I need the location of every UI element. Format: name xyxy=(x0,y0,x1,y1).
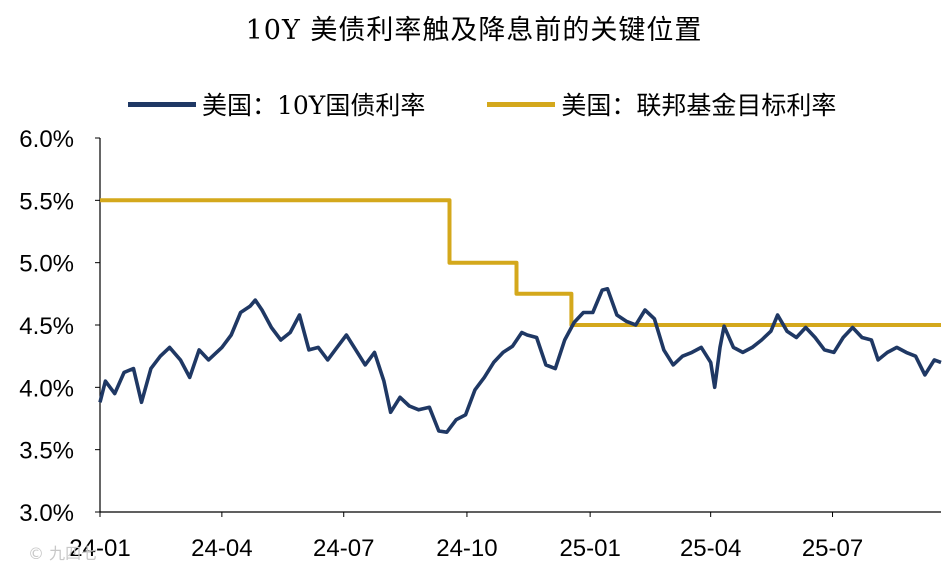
legend-swatch-fed-funds xyxy=(487,101,556,107)
x-tick-label: 24-01 xyxy=(69,535,130,562)
legend-item-fed-funds: 美国：联邦基金目标利率 xyxy=(487,86,836,122)
series-line-10y-yield xyxy=(98,287,942,434)
chart-legend: 美国：10Y国债利率 美国：联邦基金目标利率 xyxy=(128,86,898,122)
x-tick-label: 25-04 xyxy=(680,535,741,562)
x-tick-label: 24-07 xyxy=(313,535,374,562)
y-tick-label: 5.5% xyxy=(19,188,74,215)
y-tick-label: 3.0% xyxy=(19,500,74,527)
y-tick-label: 5.0% xyxy=(19,251,74,278)
chart-series xyxy=(98,198,942,434)
y-tick-label: 6.0% xyxy=(19,126,74,153)
tick-labels: 3.0% 3.5% 4.0% 4.5% 5.0% 5.5% 6.0% 24-01 24-04 24… xyxy=(19,126,863,562)
legend-item-10y-yield: 美国：10Y国债利率 xyxy=(128,86,425,122)
x-tick-label: 24-10 xyxy=(436,535,497,562)
y-tick-label: 3.5% xyxy=(19,438,74,465)
y-tick-label: 4.0% xyxy=(19,375,74,402)
chart-axes xyxy=(95,137,941,517)
x-tick-label: 24-04 xyxy=(191,535,252,562)
x-tick-label: 25-07 xyxy=(802,535,863,562)
legend-label-10y-yield: 美国：10Y国债利率 xyxy=(202,91,426,120)
watermark-logo: © 九四七 xyxy=(28,544,98,563)
legend-label-fed-funds: 美国：联邦基金目标利率 xyxy=(561,91,837,120)
legend-swatch-10y-yield xyxy=(128,101,196,107)
x-tick-label: 25-01 xyxy=(559,535,620,562)
y-tick-label: 4.5% xyxy=(19,313,74,340)
series-line-fed-funds xyxy=(100,198,941,327)
chart-title: 10Y 美债利率触及降息前的关键位置 xyxy=(245,15,703,46)
